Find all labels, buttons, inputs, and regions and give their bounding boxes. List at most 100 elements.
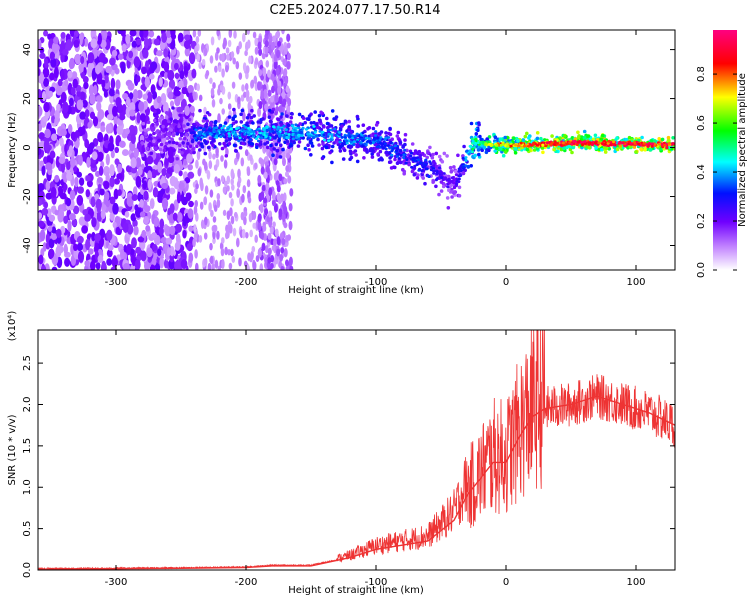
spectrogram-cell bbox=[106, 113, 114, 121]
spectrogram-cell bbox=[43, 101, 50, 113]
spectrogram-cell bbox=[153, 109, 157, 114]
spectrogram-cell bbox=[625, 137, 629, 142]
spectrogram-cell bbox=[383, 142, 387, 146]
spectrogram-cell bbox=[238, 257, 242, 267]
spectrogram-cell bbox=[203, 232, 208, 240]
spectrogram-cell bbox=[158, 77, 163, 87]
spectrogram-cell bbox=[259, 203, 264, 214]
spectrogram-cell bbox=[78, 63, 84, 74]
spectrogram-cell bbox=[257, 107, 262, 118]
spectrogram-cell bbox=[143, 190, 149, 201]
spectrogram-cell bbox=[38, 254, 44, 265]
spectrogram-cell bbox=[587, 146, 592, 150]
spectrogram-cell bbox=[59, 137, 64, 147]
spectrogram-cell bbox=[522, 144, 527, 148]
spectrogram-cell bbox=[513, 146, 518, 150]
spectrogram-cell bbox=[410, 151, 414, 155]
spectrogram-cell bbox=[432, 164, 436, 168]
spectrogram-cell bbox=[94, 170, 101, 177]
spectrogram-cell bbox=[211, 98, 216, 108]
spectrogram-cell bbox=[412, 152, 416, 156]
spectrogram-cell bbox=[464, 156, 468, 159]
spectrogram-cell bbox=[324, 145, 329, 150]
spectrogram-cell bbox=[159, 142, 164, 147]
spectrogram-cell bbox=[390, 153, 394, 157]
spectrogram-cell bbox=[257, 139, 261, 143]
spectrogram-cell bbox=[121, 149, 129, 157]
spectrogram-cell bbox=[248, 213, 253, 223]
spectrogram-cell bbox=[282, 58, 287, 66]
spectrogram-cell bbox=[539, 136, 543, 141]
spectrogram-cell bbox=[552, 147, 556, 152]
spectrogram-cell bbox=[224, 180, 228, 187]
spectrogram-cell bbox=[282, 124, 286, 128]
spectrogram-cell bbox=[90, 196, 96, 208]
spectrogram-cell bbox=[106, 249, 113, 258]
spectrogram-cell bbox=[160, 188, 166, 195]
spectrogram-cell bbox=[38, 212, 43, 219]
spectrogram-cell bbox=[234, 211, 238, 219]
spectrogram-cell bbox=[68, 97, 74, 107]
spectrogram-cell bbox=[146, 91, 153, 104]
spectrogram-cell bbox=[267, 257, 272, 264]
spectrogram-cell bbox=[403, 132, 408, 137]
spectrogram-cell bbox=[217, 178, 221, 187]
spectrogram-cell bbox=[665, 146, 669, 150]
spectrogram-cell bbox=[349, 145, 353, 149]
spectrogram-cell bbox=[163, 258, 169, 269]
spectrogram-cell bbox=[140, 141, 144, 145]
spectrogram-cell bbox=[49, 72, 55, 81]
spectrogram-cell bbox=[432, 169, 436, 173]
spectrogram-cell bbox=[72, 205, 80, 215]
spectrogram-cell bbox=[76, 242, 84, 252]
spectrogram-cell bbox=[83, 81, 89, 90]
spectrogram-cell bbox=[203, 161, 208, 171]
spectrogram-cell bbox=[297, 134, 301, 138]
spectrogram-cell bbox=[273, 79, 278, 89]
spectrogram-cell bbox=[146, 247, 153, 258]
spectrogram-cell bbox=[285, 139, 290, 144]
spectrogram-cell bbox=[167, 140, 172, 144]
spectrogram-cell bbox=[133, 56, 141, 68]
spectrogram-cell bbox=[222, 124, 226, 128]
spectrogram-cell bbox=[39, 52, 46, 59]
y-tick-label: 40 bbox=[22, 43, 33, 56]
spectrogram-cell bbox=[77, 186, 84, 194]
spectrogram-cell bbox=[251, 121, 255, 125]
spectrogram-cell bbox=[103, 191, 110, 202]
spectrogram-cell bbox=[303, 146, 308, 151]
spectrogram-cell bbox=[122, 222, 129, 233]
spectrogram-cell bbox=[178, 119, 182, 123]
spectrogram-cell bbox=[91, 217, 97, 228]
spectrogram-cell bbox=[107, 244, 114, 251]
spectrogram-cell bbox=[204, 216, 208, 226]
spectrogram-cell bbox=[265, 165, 270, 175]
spectrogram-cell bbox=[517, 144, 521, 148]
spectrogram-cell bbox=[285, 171, 289, 178]
spectrogram-cell bbox=[295, 126, 299, 130]
spectrogram-cell bbox=[76, 235, 84, 244]
spectrogram-cell bbox=[246, 179, 251, 188]
spectrogram-cell bbox=[671, 142, 675, 146]
spectrogram-cell bbox=[149, 264, 156, 270]
spectrogram-cell bbox=[230, 51, 235, 59]
spectrogram-cell bbox=[409, 154, 413, 158]
spectrogram-cell bbox=[60, 31, 66, 39]
spectrogram-cell bbox=[198, 235, 203, 243]
spectrogram-cell bbox=[163, 48, 169, 58]
spectrogram-cell bbox=[216, 198, 221, 209]
spectrogram-frame bbox=[37, 29, 676, 271]
spectrogram-cell bbox=[212, 224, 217, 233]
spectrogram-cell bbox=[181, 87, 188, 95]
spectrogram-cell bbox=[41, 164, 46, 176]
spectrogram-cell bbox=[89, 142, 95, 150]
spectrogram-cell bbox=[270, 73, 275, 81]
spectrogram-cell bbox=[418, 161, 422, 165]
spectrogram-cell bbox=[461, 165, 465, 169]
spectrogram-cell bbox=[417, 158, 421, 162]
spectrogram-cell bbox=[152, 187, 159, 198]
spectrogram-cell bbox=[435, 172, 439, 176]
spectrogram-cell bbox=[60, 128, 67, 137]
spectrogram-cell bbox=[213, 129, 217, 133]
